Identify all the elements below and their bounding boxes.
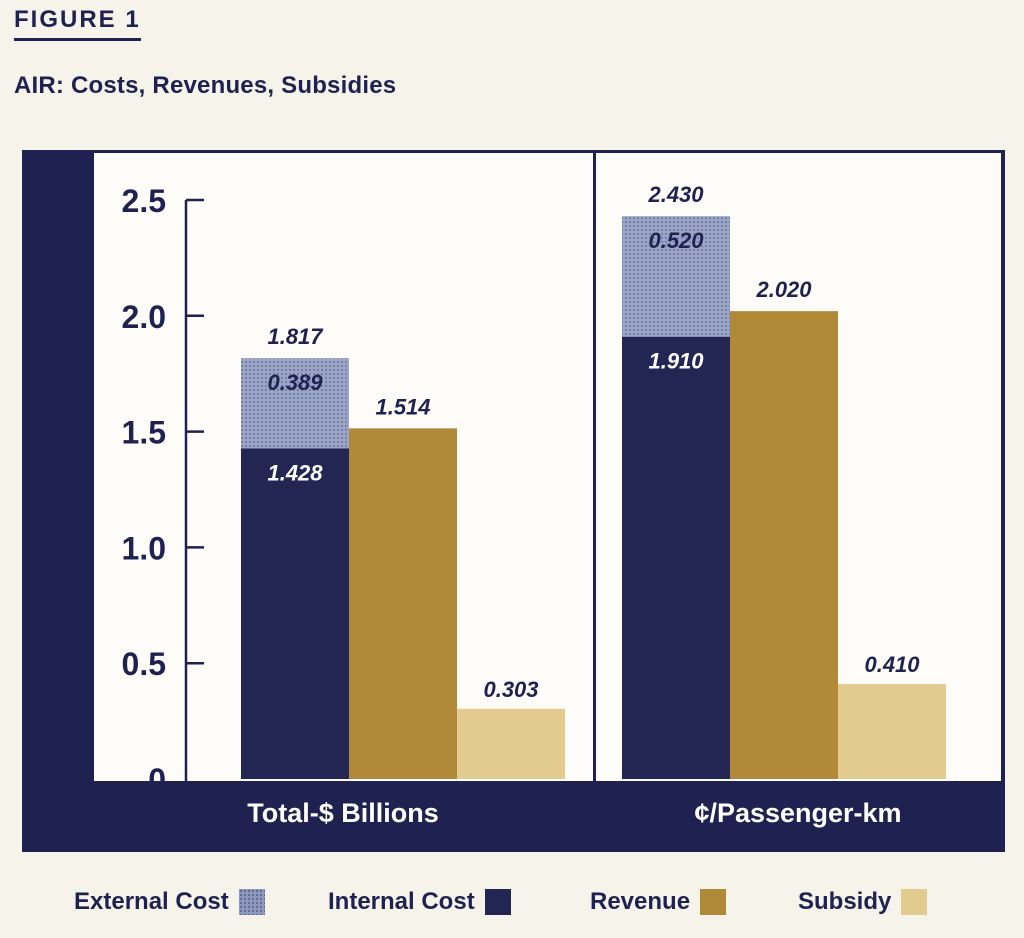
y-tick-label: 1.5: [122, 415, 166, 451]
legend-swatch-subsidy: [901, 889, 928, 915]
data-label-total-cost: 1.817: [267, 324, 324, 349]
panel-label: Total-$ Billions: [247, 798, 439, 828]
panel-label: ¢/Passenger-km: [694, 798, 901, 828]
legend-swatch-external-cost: [238, 889, 265, 915]
figure-label: FIGURE 1: [14, 6, 141, 41]
bar-internal-cost: [241, 448, 349, 779]
y-tick-label: 1.0: [122, 530, 166, 566]
bar-external-cost: [241, 358, 349, 449]
legend-swatch-internal-cost: [484, 889, 511, 915]
bar-revenue: [730, 311, 838, 779]
data-label-internal-cost: 1.428: [267, 460, 323, 485]
legend-swatch-revenue: [700, 889, 727, 915]
legend-label-revenue: Revenue: [590, 888, 691, 915]
data-label-subsidy: 0.410: [864, 652, 920, 677]
panel-divider: [593, 153, 596, 781]
y-tick-label: 0.5: [122, 646, 166, 682]
y-tick-label: 2.0: [122, 299, 166, 335]
figure-title: AIR: Costs, Revenues, Subsidies: [14, 72, 397, 99]
bar-external-cost: [622, 216, 730, 337]
data-label-external-cost: 0.389: [267, 370, 323, 395]
legend-item-subsidy: Subsidy: [798, 888, 928, 916]
bar-revenue: [349, 428, 457, 779]
legend-item-internal-cost: Internal Cost: [328, 888, 511, 916]
legend: External Cost Internal Cost Revenue Subs…: [0, 888, 1024, 928]
data-label-total-cost: 2.430: [647, 182, 704, 207]
legend-item-revenue: Revenue: [590, 888, 727, 916]
legend-label-external-cost: External Cost: [74, 888, 229, 915]
y-tick-label: 2.5: [122, 183, 166, 219]
y-tick-label: 0: [148, 762, 166, 798]
data-label-external-cost: 0.520: [648, 228, 704, 253]
bar-subsidy: [457, 708, 565, 779]
bar-internal-cost: [622, 336, 730, 779]
data-label-revenue: 2.020: [755, 277, 812, 302]
bar-chart: 0 0.5 1.0 1.5 2.0 2.5 1.817 0.389 1.428 1.514 0.3…: [22, 150, 1005, 852]
legend-label-subsidy: Subsidy: [798, 888, 892, 915]
data-label-internal-cost: 1.910: [648, 349, 704, 374]
data-label-subsidy: 0.303: [483, 677, 538, 702]
bar-subsidy: [838, 684, 946, 779]
legend-item-external-cost: External Cost: [74, 888, 265, 916]
data-label-revenue: 1.514: [375, 394, 430, 419]
legend-label-internal-cost: Internal Cost: [328, 888, 475, 915]
